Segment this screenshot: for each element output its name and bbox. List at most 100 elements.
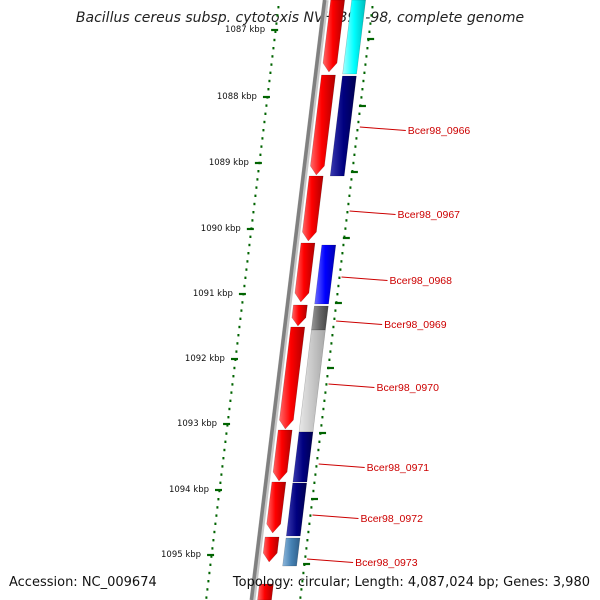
track-dot	[368, 30, 371, 33]
track-dot	[228, 407, 231, 411]
kbp-tick-label: 1092 kbp	[185, 354, 225, 364]
track-dot	[211, 547, 214, 550]
track-dot	[313, 481, 316, 484]
track-dot	[329, 350, 332, 353]
track-dot	[343, 235, 346, 238]
track-dot	[216, 506, 219, 509]
track-dot	[262, 129, 265, 132]
map-title: Bacillus cereus subsp. cytotoxis NVH 391…	[75, 10, 525, 26]
track-dot	[269, 71, 272, 74]
gene-red	[302, 175, 324, 242]
track-dot	[318, 440, 321, 443]
track-dot	[342, 243, 345, 247]
track-dot	[300, 588, 303, 591]
track-dot	[310, 506, 313, 509]
gene-red	[294, 242, 316, 303]
track-dot	[365, 55, 368, 58]
gene-label-leader	[328, 383, 375, 388]
track-dot	[352, 161, 355, 165]
track-dot	[309, 514, 312, 517]
track-dot	[245, 268, 248, 271]
track-dot	[302, 571, 305, 575]
track-dot	[320, 424, 323, 427]
track-dot	[317, 448, 320, 452]
gene-red	[291, 304, 308, 327]
track-dot	[305, 547, 308, 550]
track-dot	[321, 416, 324, 419]
kbp-tick-label: 1089 kbp	[209, 158, 249, 168]
track-dot	[328, 358, 331, 361]
track-dot	[206, 588, 209, 591]
track-dot	[344, 227, 347, 230]
track-dot	[212, 539, 215, 542]
track-dot	[207, 580, 210, 583]
track-dot	[299, 596, 302, 599]
track-dot	[347, 202, 350, 206]
track-dot	[348, 194, 351, 197]
gene-red	[262, 536, 280, 563]
gene-label: Bcer98_0971	[367, 462, 430, 474]
kbp-tick-label: 1087 kbp	[225, 25, 265, 35]
track-dot	[220, 473, 223, 476]
kbp-tick-label: 1095 kbp	[161, 550, 201, 560]
track-dot	[349, 186, 352, 189]
track-dot	[229, 399, 232, 402]
gene-label-leader	[307, 558, 354, 563]
track-dot	[333, 317, 336, 320]
track-dot	[315, 465, 318, 468]
track-dot	[227, 416, 230, 419]
track-dot	[264, 112, 267, 115]
gene-navy	[329, 75, 357, 177]
gene-red	[279, 326, 306, 430]
track-dot	[268, 79, 271, 83]
track-dot	[251, 219, 254, 222]
accession-label: Accession: NC_009674	[9, 575, 157, 590]
track-dot	[358, 112, 361, 115]
gene-label-leader	[318, 463, 365, 468]
gene-label: Bcer98_0969	[384, 319, 447, 331]
gene-label: Bcer98_0966	[408, 125, 471, 137]
track-dot	[354, 145, 357, 148]
gene-red	[257, 583, 274, 600]
gene-cyan	[342, 0, 366, 75]
track-dot	[271, 55, 274, 58]
track-dot	[366, 47, 369, 50]
track-dot	[267, 88, 270, 91]
track-dot	[235, 350, 238, 353]
track-dot	[323, 399, 326, 402]
track-dot	[357, 120, 360, 124]
track-dot	[340, 260, 343, 263]
track-dot	[345, 219, 348, 222]
track-dot	[221, 465, 224, 468]
gene-features	[257, 0, 366, 600]
track-dot	[324, 391, 327, 394]
track-dot	[316, 457, 319, 460]
track-dot	[237, 334, 240, 337]
track-dot	[308, 522, 311, 525]
gene-label: Bcer98_0968	[390, 275, 453, 287]
track-dot	[205, 596, 208, 599]
gene-label: Bcer98_0970	[376, 382, 439, 394]
track-dot	[213, 530, 216, 534]
track-dot	[336, 293, 339, 296]
track-dot	[273, 38, 276, 42]
gene-red	[322, 0, 345, 73]
kbp-tick-label: 1091 kbp	[193, 289, 233, 299]
gene-label: Bcer98_0972	[360, 513, 423, 525]
track-dot	[256, 178, 259, 181]
track-dot	[277, 6, 280, 9]
gene-dark-gray	[311, 305, 329, 331]
track-dot	[339, 268, 342, 271]
gene-label-leader	[341, 276, 388, 281]
track-dot	[326, 375, 329, 378]
track-dot	[370, 14, 373, 17]
kbp-tick-label: 1094 kbp	[169, 485, 209, 495]
gene-red	[266, 481, 287, 534]
track-dot	[226, 424, 229, 427]
track-dot	[219, 481, 222, 484]
track-dot	[276, 14, 279, 17]
track-dot	[355, 137, 358, 140]
track-dot	[210, 555, 213, 558]
track-dot	[208, 571, 211, 575]
